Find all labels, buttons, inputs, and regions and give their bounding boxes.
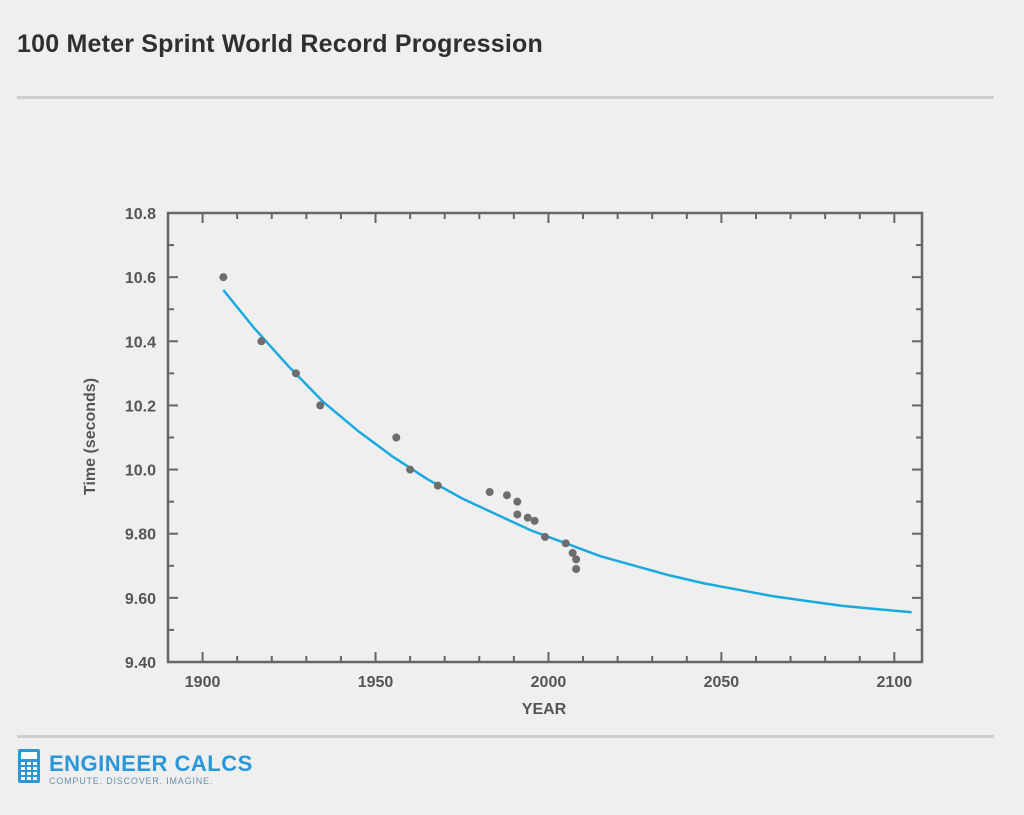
x-tick-label: 1950 bbox=[358, 674, 394, 691]
data-point bbox=[257, 337, 266, 346]
data-point bbox=[561, 539, 570, 548]
data-point bbox=[219, 273, 228, 282]
x-tick-label: 2050 bbox=[704, 674, 740, 691]
y-tick-label: 10.2 bbox=[125, 398, 156, 415]
header-divider bbox=[17, 96, 994, 99]
trend-curve bbox=[222, 289, 912, 614]
y-tick-label: 10.6 bbox=[125, 270, 156, 287]
y-axis-label: Time (seconds) bbox=[82, 378, 99, 495]
data-point bbox=[485, 488, 494, 497]
data-point bbox=[406, 465, 415, 474]
x-axis-label: YEAR bbox=[522, 701, 567, 718]
y-tick-label: 10.4 bbox=[125, 334, 156, 351]
data-point bbox=[316, 401, 325, 410]
data-point bbox=[513, 510, 522, 519]
data-point bbox=[568, 548, 577, 557]
footer-divider bbox=[17, 735, 994, 738]
data-point bbox=[291, 369, 300, 378]
data-point bbox=[392, 433, 401, 442]
y-tick-label: 9.80 bbox=[125, 527, 156, 544]
y-tick-label: 10.0 bbox=[125, 463, 156, 480]
brand-name: ENGINEER CALCS bbox=[49, 750, 253, 776]
page-title: 100 Meter Sprint World Record Progressio… bbox=[17, 30, 543, 58]
y-tick-label: 9.60 bbox=[125, 591, 156, 608]
x-tick-label: 2100 bbox=[877, 674, 913, 691]
brand-logo: ENGINEER CALCS COMPUTE. DISCOVER. IMAGIN… bbox=[17, 748, 253, 789]
y-tick-label: 9.40 bbox=[125, 655, 156, 672]
y-tick-label: 10.8 bbox=[125, 206, 156, 223]
x-tick-label: 2000 bbox=[531, 674, 567, 691]
data-point bbox=[541, 532, 549, 541]
data-point bbox=[523, 513, 532, 522]
x-tick-label: 1900 bbox=[185, 674, 221, 691]
brand-tagline: COMPUTE. DISCOVER. IMAGINE. bbox=[49, 775, 214, 786]
plot-frame bbox=[166, 211, 924, 664]
data-point bbox=[530, 516, 539, 525]
data-point bbox=[433, 481, 442, 490]
data-point bbox=[572, 555, 581, 564]
data-point bbox=[502, 491, 511, 500]
calculator-icon bbox=[17, 748, 41, 789]
data-point bbox=[513, 497, 522, 506]
data-point bbox=[572, 564, 581, 573]
